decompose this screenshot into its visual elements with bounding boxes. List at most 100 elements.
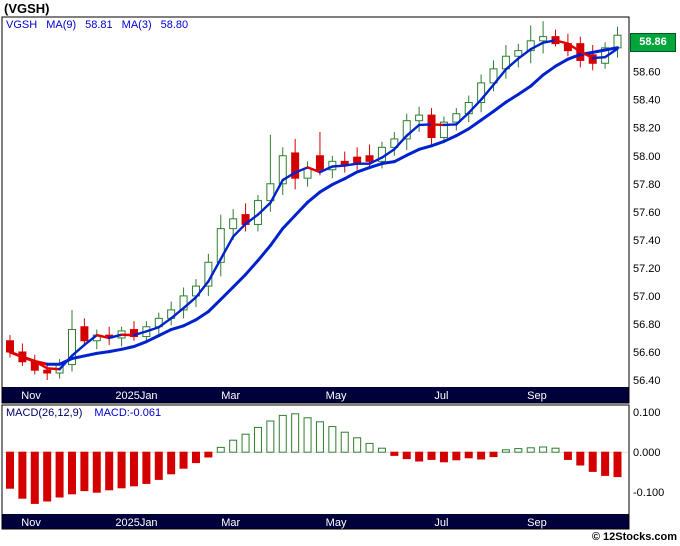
ma-line-segment — [269, 178, 284, 205]
macd-bar — [303, 417, 312, 453]
price-y-axis-label: 56.40 — [633, 375, 661, 387]
candle-body — [415, 114, 424, 122]
ma-line-segment — [591, 48, 607, 54]
ma-line-segment — [120, 345, 136, 351]
macd-bar — [340, 431, 349, 453]
ma-line-segment — [566, 53, 582, 61]
ma-line-segment — [318, 183, 334, 194]
ma-line-segment — [455, 111, 470, 126]
ma-line-segment — [405, 123, 421, 137]
macd-bar — [92, 451, 101, 493]
ma-line-segment — [70, 354, 86, 361]
macd-bar — [179, 451, 188, 469]
candle-body — [452, 113, 461, 123]
macd-bar — [613, 451, 622, 478]
ma-line-segment — [554, 57, 570, 68]
macd-bar — [588, 451, 597, 472]
ma-line-segment — [182, 318, 198, 328]
macd-bar — [204, 451, 213, 458]
macd-bar — [253, 426, 262, 453]
ma-line-segment — [206, 297, 223, 314]
macd-params-label: MACD(26,12,9) — [6, 407, 83, 419]
candle-body — [315, 155, 324, 171]
price-legend: VGSH MA(9) 58.81 MA(3) 58.80 — [6, 19, 188, 31]
macd-bar — [216, 446, 225, 453]
x-axis-label: May — [326, 390, 347, 402]
price-y-axis-label: 57.80 — [633, 179, 661, 191]
macd-bar — [191, 451, 200, 464]
macd-bar — [402, 451, 411, 460]
macd-bar — [489, 451, 498, 458]
ma-line-segment — [392, 153, 409, 164]
price-x-axis-bar — [2, 387, 629, 403]
macd-bar — [278, 414, 287, 453]
macd-bar — [501, 449, 510, 453]
ma-line-segment — [479, 109, 496, 122]
ma-line-segment — [430, 139, 446, 148]
macd-bar — [576, 451, 585, 466]
macd-bar — [563, 451, 572, 460]
macd-bar — [390, 451, 399, 456]
macd-bar — [365, 442, 374, 453]
price-y-axis-label: 57.60 — [633, 207, 661, 219]
candle-body — [365, 155, 374, 162]
macd-bar — [439, 451, 448, 463]
ma-line-segment — [182, 296, 198, 310]
x-axis-label: Jul — [434, 517, 448, 529]
macd-panel-border — [1, 404, 630, 530]
ma-line-segment — [529, 41, 545, 51]
ma-line-segment — [306, 166, 322, 174]
candle-body — [439, 121, 448, 139]
ma-line-segment — [244, 259, 260, 277]
ma-line-segment — [95, 350, 111, 355]
ma-line-segment — [566, 42, 582, 53]
ma-line-segment — [145, 326, 160, 333]
macd-bar — [129, 451, 138, 487]
ma-line-segment — [417, 144, 434, 151]
ma-line-segment — [194, 280, 210, 299]
page-title: (VGSH) — [4, 1, 50, 16]
candle-body — [67, 329, 76, 366]
ma-line-segment — [504, 92, 520, 104]
price-y-axis-label: 57.20 — [633, 263, 661, 275]
price-y-axis-label: 57.40 — [633, 235, 661, 247]
macd-bar — [105, 451, 114, 491]
ma-line-segment — [82, 351, 99, 358]
ma-line-segment — [603, 47, 619, 59]
macd-bar — [464, 451, 473, 459]
price-y-axis-label: 58.60 — [633, 67, 661, 79]
ma-line-segment — [293, 166, 309, 174]
macd-legend: MACD(26,12,9) MACD:-0.061 — [6, 407, 161, 419]
ma-line-segment — [454, 127, 471, 138]
macd-bar — [551, 447, 560, 453]
macd-bar — [30, 451, 39, 504]
x-axis-label: Mar — [221, 390, 240, 402]
ma3-label: MA(3) — [121, 19, 152, 31]
macd-bar — [142, 451, 151, 484]
price-y-axis-label: 58.20 — [633, 123, 661, 135]
ma-line-segment — [492, 100, 508, 113]
ma-line-segment — [380, 160, 396, 166]
macd-bar — [154, 451, 163, 480]
ma-line-segment — [70, 343, 86, 357]
ma-line-segment — [331, 164, 346, 168]
ma-line-segment — [132, 330, 148, 337]
ma-line-segment — [591, 55, 607, 60]
ma-line-segment — [169, 324, 186, 332]
ma-line-segment — [492, 68, 508, 86]
ma-line-segment — [343, 170, 359, 181]
ma-line-segment — [33, 360, 49, 370]
candle-body — [229, 218, 238, 230]
ma3-value: 58.80 — [160, 19, 189, 31]
ma-line-segment — [541, 64, 558, 77]
x-axis-label: Sep — [527, 517, 547, 529]
ma9-label: MA(9) — [46, 19, 77, 31]
macd-bar — [55, 451, 64, 498]
candle-body — [514, 50, 523, 57]
x-axis-label: Jul — [434, 390, 448, 402]
x-axis-label: 2025Jan — [115, 517, 157, 529]
macd-bar — [377, 447, 386, 453]
price-y-axis-label: 58.40 — [633, 95, 661, 107]
x-axis-label: Nov — [21, 390, 41, 402]
ma9-value: 58.81 — [85, 19, 113, 31]
